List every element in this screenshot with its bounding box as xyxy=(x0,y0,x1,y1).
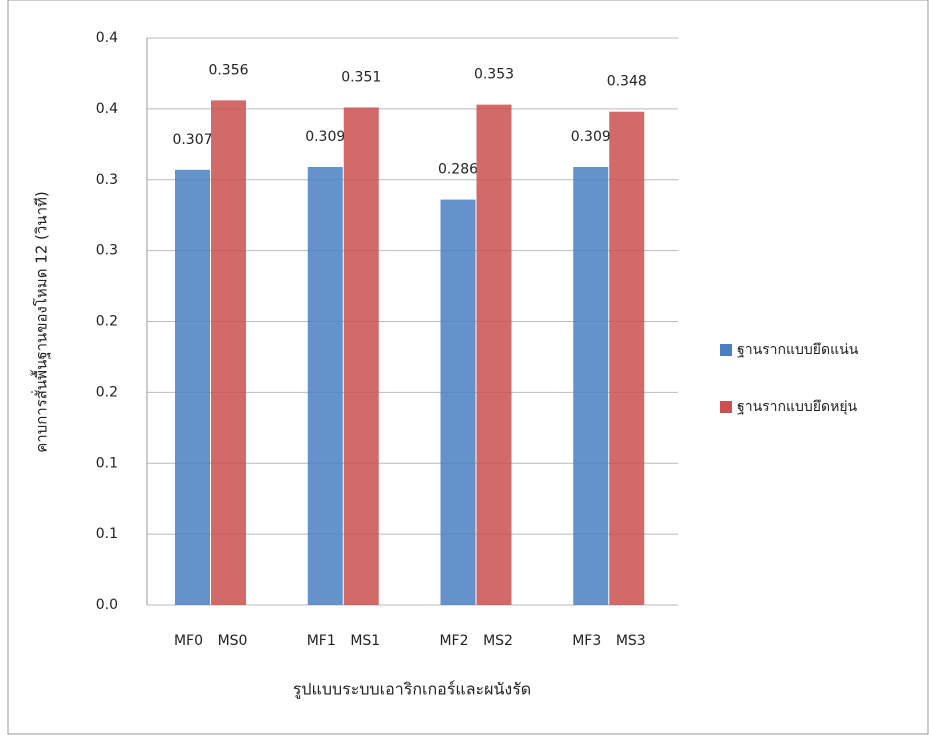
legend-swatch xyxy=(720,401,732,413)
y-tick-label: 0.1 xyxy=(96,455,118,471)
legend-label: ฐานรากแบบยึดแน่น xyxy=(737,342,859,358)
y-tick-label: 0.4 xyxy=(96,30,118,46)
y-tick-label: 0.2 xyxy=(96,314,118,330)
x-tick-label: MF2 xyxy=(439,633,468,649)
bar xyxy=(211,100,246,606)
y-axis-title: คาบการสั่นพื้นฐานของโหมด 12 (วินาที) xyxy=(31,191,51,453)
x-tick-label: MS1 xyxy=(350,633,380,649)
bar xyxy=(440,199,476,605)
x-tick-label: MF1 xyxy=(307,633,336,649)
y-tick-label: 0.4 xyxy=(96,101,118,117)
value-label: 0.309 xyxy=(305,129,345,145)
bar xyxy=(343,107,379,606)
x-tick-label: MF0 xyxy=(174,633,203,649)
value-label: 0.307 xyxy=(172,132,212,148)
value-label: 0.309 xyxy=(571,129,611,145)
x-tick-label: MS3 xyxy=(616,633,646,649)
bar xyxy=(476,104,512,605)
value-label: 0.286 xyxy=(438,162,478,178)
bar xyxy=(307,166,343,605)
bar xyxy=(609,111,645,606)
y-tick-label: 0.3 xyxy=(96,172,118,188)
y-tick-label: 0.1 xyxy=(96,526,118,542)
value-label: 0.356 xyxy=(208,62,248,78)
y-tick-label: 0.0 xyxy=(96,597,118,613)
legend-label: ฐานรากแบบยึดหยุ่น xyxy=(737,399,858,415)
value-label: 0.353 xyxy=(474,67,514,83)
y-tick-label: 0.3 xyxy=(96,243,118,259)
x-tick-label: MS0 xyxy=(218,633,248,649)
y-tick-label: 0.2 xyxy=(96,384,118,400)
x-tick-label: MS2 xyxy=(483,633,513,649)
value-label: 0.348 xyxy=(607,74,647,90)
value-label: 0.351 xyxy=(341,69,381,85)
bar xyxy=(175,169,210,605)
legend-swatch xyxy=(720,344,732,356)
frame xyxy=(7,0,929,735)
x-axis-title: รูปแบบระบบเอาริกเกอร์และผนังรัด xyxy=(293,680,531,700)
x-tick-label: MF3 xyxy=(572,633,601,649)
bar xyxy=(573,166,609,605)
